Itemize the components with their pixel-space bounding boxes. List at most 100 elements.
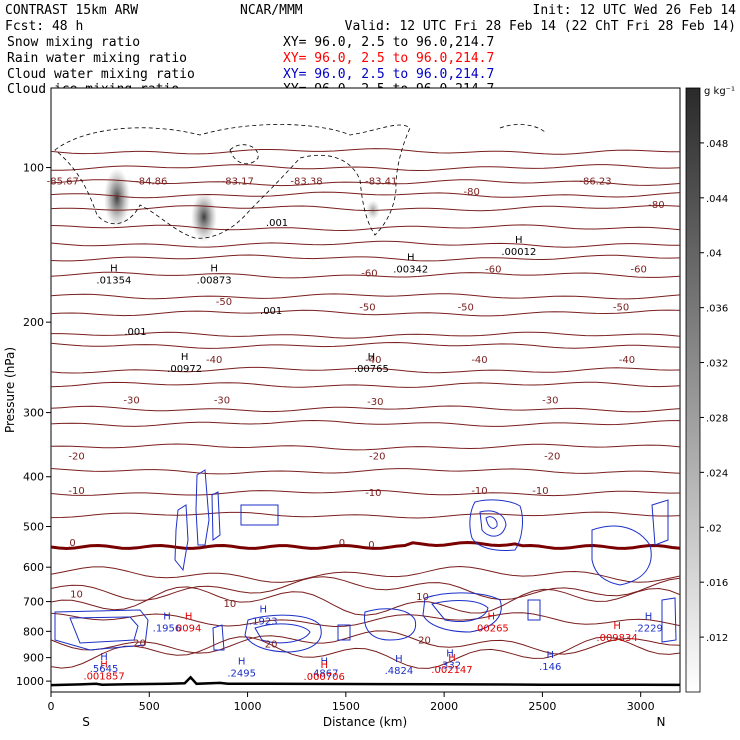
colorbar-tick-label: .048 xyxy=(706,139,728,150)
temperature-label: -20 xyxy=(68,451,84,462)
temperature-label: -83.41 xyxy=(365,177,397,188)
x-tick-label: 500 xyxy=(139,700,160,713)
snow-max-label-max-marker: H xyxy=(515,235,523,246)
x-tick-label: 2000 xyxy=(430,700,458,713)
temperature-label: -10 xyxy=(68,486,84,497)
temperature-contour xyxy=(51,468,680,475)
temperature-label: -60 xyxy=(361,269,377,280)
colorbar-tick-label: .012 xyxy=(706,633,728,644)
xy-cloud-water: XY= 96.0, 2.5 to 96.0,214.7 xyxy=(283,67,494,82)
end-label-north: N xyxy=(657,715,666,729)
y-tick-label: 900 xyxy=(23,652,44,665)
temperature-contour xyxy=(51,204,680,212)
colorbar-tick-label: .044 xyxy=(706,194,728,205)
cloud-water-max-label-max-marker: H xyxy=(320,657,328,668)
x-tick-label: 0 xyxy=(48,700,55,713)
y-tick-label: 800 xyxy=(23,625,44,638)
temperature-label: -50 xyxy=(613,303,629,314)
temperature-contour xyxy=(51,254,680,262)
org-title: NCAR/MMM xyxy=(240,3,303,18)
y-axis: 100 200 300 400 500 600 700 800 900 1000 xyxy=(16,162,51,688)
temperature-contour xyxy=(51,586,680,616)
temperature-label: 0 xyxy=(339,538,345,549)
snow-max-label: .00972 xyxy=(167,364,202,375)
temperature-label: 10 xyxy=(224,599,237,610)
temperature-label: -30 xyxy=(214,395,230,406)
temperature-contour xyxy=(51,366,680,374)
rain-max-label: .001857 xyxy=(83,671,124,682)
cloud-water-max-label: .4867 xyxy=(310,669,339,680)
temperature-label: -10 xyxy=(365,488,381,499)
temperature-label: -40 xyxy=(206,355,222,366)
cloud-water-max-label-max-marker: H xyxy=(547,650,555,661)
rain-max-label: .000706 xyxy=(304,672,345,683)
x-tick-label: 1000 xyxy=(234,700,262,713)
snow-core-2 xyxy=(191,192,217,242)
y-tick-label: 200 xyxy=(23,316,44,329)
temperature-label: -85.67 xyxy=(47,177,79,188)
field-snow-label: Snow mixing ratio xyxy=(7,35,140,50)
init-time: Init: 12 UTC Wed 26 Feb 14 xyxy=(533,3,737,18)
snow-max-label: .00873 xyxy=(197,275,232,286)
colorbar-tick-label: .036 xyxy=(706,304,728,315)
temperature-contour xyxy=(51,511,680,519)
rain-max-label-max-marker: H xyxy=(488,611,496,622)
x-tick-label: 3000 xyxy=(627,700,655,713)
snow-contour-label: .001 xyxy=(266,218,288,229)
temperature-contour xyxy=(51,443,680,451)
rain-max-label: .009834 xyxy=(596,633,637,644)
end-label-south: S xyxy=(82,715,90,729)
temperature-label: -60 xyxy=(631,264,647,275)
cloud-water-max-label-max-marker: H xyxy=(260,604,268,615)
cloud-water-max-label-max-marker: H xyxy=(238,657,246,668)
temperature-contour xyxy=(51,576,680,601)
y-axis-label: Pressure (hPa) xyxy=(3,347,17,433)
colorbar-unit: g kg⁻¹ xyxy=(704,86,735,97)
temperature-contour xyxy=(51,630,680,655)
field-rain-label: Rain water mixing ratio xyxy=(7,51,187,66)
cloud-water-max-label-max-marker: H xyxy=(446,649,454,660)
temperature-contour xyxy=(51,419,680,427)
temperature-contour xyxy=(51,240,680,248)
y-tick-label: 700 xyxy=(23,596,44,609)
xy-rain: XY= 96.0, 2.5 to 96.0,214.7 xyxy=(283,51,494,66)
snow-max-label: .00765 xyxy=(354,364,389,375)
colorbar-tick-label: .024 xyxy=(706,468,728,479)
cloud-water-max-label: .4824 xyxy=(385,666,414,677)
y-tick-label: 400 xyxy=(23,471,44,484)
temperature-label: -83.17 xyxy=(222,177,254,188)
temperature-contour xyxy=(51,405,680,413)
cloud-water-max-label: .2495 xyxy=(227,669,256,680)
cloud-water-max-label-max-marker: H xyxy=(163,611,171,622)
temperature-label: -84.86 xyxy=(135,177,167,188)
temperature-contour xyxy=(51,636,680,669)
snow-contour-label: .001 xyxy=(124,327,146,338)
y-tick-label: 600 xyxy=(23,561,44,574)
temperature-label: -60 xyxy=(485,264,501,275)
cloud-water-max-label: .332 xyxy=(439,661,461,672)
temperature-contour xyxy=(51,565,680,583)
temperature-label: -10 xyxy=(532,486,548,497)
temperature-label: -50 xyxy=(359,303,375,314)
temperature-label: -20 xyxy=(544,451,560,462)
cloud-water-max-label: .5645 xyxy=(90,664,119,675)
y-tick-label: 100 xyxy=(23,162,44,175)
temperature-contour xyxy=(51,179,680,187)
snow-max-label-max-marker: H xyxy=(368,352,376,363)
x-tick-label: 1500 xyxy=(332,700,360,713)
x-axis: 0 500 1000 1500 2000 2500 3000 xyxy=(48,692,655,713)
cloud-water-max-label-max-marker: H xyxy=(100,652,108,663)
cloud-water-max-label-max-marker: H xyxy=(645,611,653,622)
model-title: CONTRAST 15km ARW xyxy=(5,3,138,18)
temperature-contour xyxy=(51,224,680,232)
contour-labels: -85.67 -84.86 -83.17 -83.38 -83.41 -80 -86.23 -… xyxy=(47,177,665,683)
cloud-water-max-label: .1923 xyxy=(249,616,278,627)
cloud-water-max-label: .146 xyxy=(539,662,561,673)
temperature-label: -86.23 xyxy=(579,177,611,188)
temperature-label: 10 xyxy=(416,592,429,603)
temperature-label: -40 xyxy=(619,355,635,366)
forecast-hour: Fcst: 48 h xyxy=(5,19,83,34)
colorbar-tick-label: .028 xyxy=(706,413,728,424)
temperature-contour xyxy=(51,271,680,279)
temperature-label: -40 xyxy=(365,355,381,366)
